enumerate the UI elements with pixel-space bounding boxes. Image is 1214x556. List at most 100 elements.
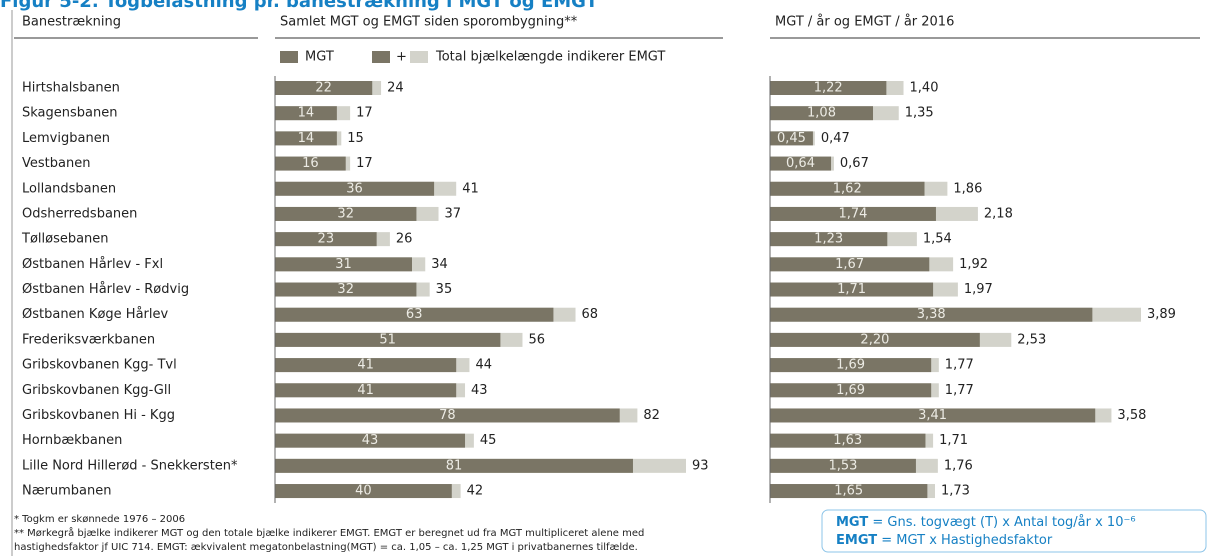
bar-mgt: [770, 282, 934, 297]
bar-mgt: [275, 433, 466, 448]
value-label: 36: [346, 181, 363, 196]
value-label: 1,71: [837, 282, 866, 297]
value-label: 1,62: [833, 181, 862, 196]
value-label: 35: [436, 282, 453, 297]
bar-mgt: [770, 206, 936, 221]
value-label: 1,35: [905, 106, 934, 121]
bar-mgt: [275, 156, 346, 171]
formula-box: [821, 509, 1207, 553]
value-label: 0,67: [840, 156, 869, 171]
panel-title: MGT / år og EMGT / år 2016: [775, 15, 954, 30]
value-label: 68: [582, 307, 599, 322]
value-label: 15: [347, 131, 364, 146]
bar-mgt: [770, 358, 932, 373]
value-label: 32: [337, 206, 354, 221]
value-label: 1,08: [807, 106, 836, 121]
bar-mgt: [770, 408, 1096, 423]
value-label: 1,77: [945, 383, 974, 398]
value-label: 14: [298, 106, 315, 121]
row-label: Hornbækbanen: [22, 433, 122, 448]
value-label: 44: [475, 358, 492, 373]
row-label: Gribskovbanen Kgg- Tvl: [22, 358, 177, 373]
row-label: Gribskovbanen Kgg-Gll: [22, 383, 171, 398]
bar-mgt: [275, 282, 417, 297]
row-label: Lemvigbanen: [22, 131, 110, 146]
bar-mgt: [275, 458, 633, 473]
value-label: 1,71: [939, 433, 968, 448]
value-label: 1,77: [945, 358, 974, 373]
value-label: 40: [355, 484, 372, 499]
panel-title: Samlet MGT og EMGT siden sporombygning**: [280, 15, 578, 30]
value-label: 26: [396, 232, 413, 247]
bar-mgt: [770, 433, 926, 448]
bar-mgt: [275, 307, 554, 322]
row-label: Skagensbanen: [22, 106, 117, 121]
bar-mgt: [275, 408, 620, 423]
row-header: Banestrækning: [22, 15, 121, 30]
value-label: 23: [318, 232, 335, 247]
bar-mgt: [770, 307, 1093, 322]
value-label: 56: [528, 332, 545, 347]
row-label: Østbanen Hårlev - Rødvig: [22, 282, 189, 297]
legend-swatch: [372, 51, 390, 63]
bar-mgt: [770, 106, 874, 121]
value-label: 1,69: [836, 383, 865, 398]
bar-mgt: [770, 131, 813, 146]
bar-mgt: [275, 232, 377, 247]
value-label: 1,69: [836, 358, 865, 373]
bar-mgt: [275, 358, 457, 373]
bar-mgt: [770, 232, 888, 247]
value-label: 17: [356, 156, 373, 171]
value-label: 2,53: [1017, 332, 1046, 347]
bar-mgt: [275, 106, 337, 121]
value-label: 31: [335, 257, 352, 272]
legend-joiner: +: [396, 50, 407, 65]
row-label: Vestbanen: [22, 156, 90, 171]
value-label: 78: [439, 408, 456, 423]
legend-swatch: [410, 51, 428, 63]
bar-mgt: [275, 484, 452, 499]
value-label: 42: [467, 484, 484, 499]
value-label: 32: [337, 282, 354, 297]
bar-mgt: [275, 131, 337, 146]
value-label: 16: [302, 156, 319, 171]
value-label: 24: [387, 81, 404, 96]
value-label: 0,45: [777, 131, 806, 146]
value-label: 2,20: [860, 332, 889, 347]
legend-swatch: [280, 51, 298, 63]
value-label: 41: [357, 358, 374, 373]
value-label: 1,63: [833, 433, 862, 448]
bar-mgt: [275, 81, 373, 95]
value-label: 0,64: [786, 156, 815, 171]
bar-mgt: [770, 458, 916, 473]
row-label: Østbanen Køge Hårlev: [22, 307, 168, 322]
formula: MGT = Gns. togvægt (T) x Antal tog/år x …: [836, 515, 1136, 530]
bar-mgt: [770, 181, 925, 196]
row-label: Nærumbanen: [22, 484, 111, 499]
bar-mgt: [770, 81, 887, 95]
value-label: 1,67: [835, 257, 864, 272]
row-label: Odsherredsbanen: [22, 206, 137, 221]
value-label: 43: [471, 383, 488, 398]
value-label: 63: [406, 307, 423, 322]
row-label: Frederiksværkbanen: [22, 332, 155, 347]
row-label: Tølløsebanen: [21, 232, 109, 247]
value-label: 51: [379, 332, 396, 347]
row-label: Østbanen Hårlev - Fxl: [22, 257, 163, 272]
value-label: 3,41: [918, 408, 947, 423]
bar-mgt: [275, 206, 417, 221]
bar-mgt: [770, 156, 832, 171]
value-label: 1,97: [964, 282, 993, 297]
bar-mgt: [275, 257, 412, 272]
bar-mgt: [275, 383, 457, 398]
value-label: 1,76: [944, 458, 973, 473]
value-label: 81: [446, 458, 463, 473]
value-label: 0,47: [821, 131, 850, 146]
value-label: 41: [462, 181, 479, 196]
bar-mgt: [275, 332, 501, 347]
footnote: ** Mørkegrå bjælke indikerer MGT og den …: [14, 526, 644, 539]
value-label: 45: [480, 433, 497, 448]
value-label: 34: [431, 257, 448, 272]
bar-mgt: [770, 257, 930, 272]
value-label: 14: [298, 131, 315, 146]
